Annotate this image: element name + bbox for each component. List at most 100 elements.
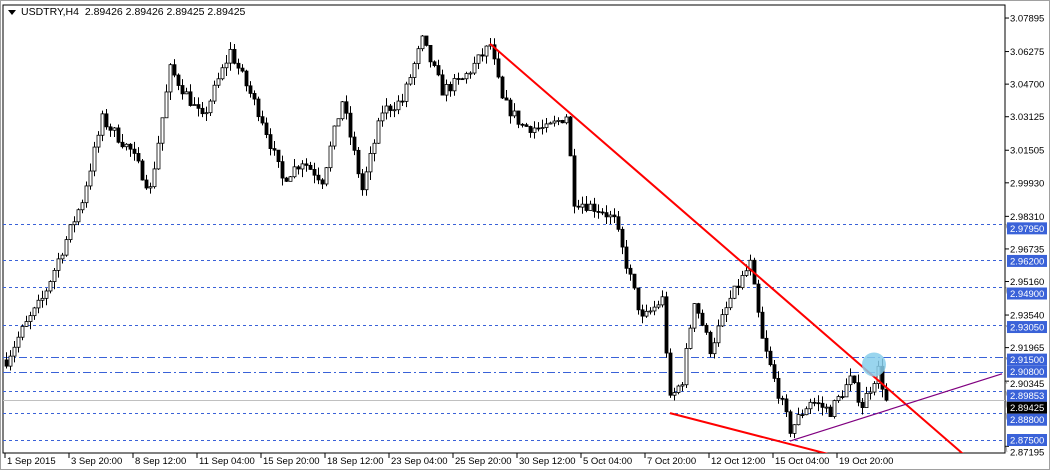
candle-body bbox=[692, 303, 697, 329]
candle-body bbox=[16, 336, 21, 348]
candle-body bbox=[148, 186, 153, 189]
candle bbox=[360, 169, 365, 196]
candle-body bbox=[516, 110, 521, 125]
candle bbox=[336, 118, 341, 127]
candle-body bbox=[312, 169, 317, 176]
candle-body bbox=[544, 123, 549, 128]
candle bbox=[100, 110, 105, 142]
candle-body bbox=[264, 122, 269, 135]
candle-body bbox=[644, 310, 649, 317]
x-tick-label: 7 Oct 20:00 bbox=[647, 456, 696, 467]
y-tick-label: 2.90345 bbox=[1010, 379, 1044, 390]
candle bbox=[756, 279, 761, 318]
candle bbox=[36, 294, 41, 314]
candle bbox=[852, 375, 857, 385]
candle bbox=[668, 348, 673, 398]
candle-body bbox=[388, 105, 393, 111]
candle-body bbox=[612, 214, 617, 218]
candle bbox=[724, 301, 729, 322]
candle-body bbox=[400, 100, 405, 103]
candle bbox=[84, 181, 89, 208]
candle-body bbox=[92, 146, 97, 172]
candle bbox=[204, 106, 209, 121]
candle-body bbox=[624, 246, 629, 269]
candle bbox=[540, 119, 545, 135]
label-leader bbox=[1005, 413, 1008, 420]
candle bbox=[312, 162, 317, 184]
candle bbox=[304, 158, 309, 172]
candle-body bbox=[564, 116, 569, 124]
candle bbox=[568, 115, 573, 157]
candle-body bbox=[316, 174, 321, 181]
candle bbox=[320, 178, 325, 189]
candle bbox=[208, 99, 213, 117]
bid-label-box bbox=[1007, 401, 1047, 414]
candle bbox=[816, 395, 821, 412]
candle bbox=[364, 166, 369, 196]
candle bbox=[104, 108, 109, 130]
candle-body bbox=[84, 185, 89, 204]
price-line-label-box bbox=[1007, 413, 1047, 426]
candle bbox=[600, 208, 605, 216]
candle-body bbox=[268, 134, 273, 149]
candle bbox=[588, 200, 593, 211]
candle-body bbox=[444, 84, 449, 96]
candle-body bbox=[776, 377, 781, 399]
candle-body bbox=[304, 163, 309, 166]
candle bbox=[80, 199, 85, 214]
candle-body bbox=[856, 382, 861, 403]
price-line-label-box bbox=[1007, 389, 1047, 402]
candle-body bbox=[836, 396, 841, 402]
candle bbox=[732, 285, 737, 300]
candle-body bbox=[792, 424, 797, 434]
trendline bbox=[669, 412, 829, 453]
candle bbox=[124, 143, 129, 151]
candle bbox=[624, 240, 629, 274]
y-tick-label: 2.99930 bbox=[1010, 178, 1044, 189]
candle-body bbox=[232, 48, 237, 64]
triangle-down-icon[interactable] bbox=[8, 9, 16, 15]
x-tick-label: 19 Oct 20:00 bbox=[839, 456, 893, 467]
candle-body bbox=[872, 383, 877, 393]
candle-body bbox=[528, 126, 533, 133]
candle-body bbox=[104, 113, 109, 128]
candle bbox=[808, 398, 813, 415]
candle-body bbox=[456, 78, 461, 80]
label-leader bbox=[1005, 325, 1008, 328]
candle-body bbox=[548, 122, 553, 125]
candle bbox=[728, 290, 733, 311]
candle-body bbox=[228, 48, 233, 64]
candle bbox=[252, 90, 257, 106]
candle bbox=[300, 160, 305, 178]
candle bbox=[44, 288, 49, 306]
candle-body bbox=[884, 388, 889, 401]
candle-body bbox=[188, 91, 193, 106]
candle bbox=[224, 54, 229, 76]
candle-body bbox=[156, 142, 161, 170]
y-tick-label: 2.87195 bbox=[1010, 448, 1044, 459]
candle bbox=[692, 303, 697, 333]
candle bbox=[52, 267, 57, 290]
candle-body bbox=[120, 141, 125, 148]
candle bbox=[764, 330, 769, 359]
candle bbox=[396, 95, 401, 115]
candle bbox=[216, 72, 221, 89]
candle bbox=[168, 63, 173, 100]
candle bbox=[676, 384, 681, 395]
candle-body bbox=[136, 153, 141, 162]
candle-body bbox=[580, 203, 585, 208]
candle-body bbox=[192, 104, 197, 106]
price-line-label-box bbox=[1007, 434, 1047, 447]
candle-body bbox=[36, 299, 41, 309]
candle-body bbox=[604, 212, 609, 218]
candle bbox=[464, 71, 469, 84]
candle bbox=[132, 141, 137, 161]
candle-body bbox=[608, 214, 613, 218]
candle-body bbox=[320, 179, 325, 185]
candle bbox=[840, 390, 845, 400]
candle-body bbox=[344, 101, 349, 114]
candle-body bbox=[832, 400, 837, 417]
candle-body bbox=[392, 109, 397, 112]
